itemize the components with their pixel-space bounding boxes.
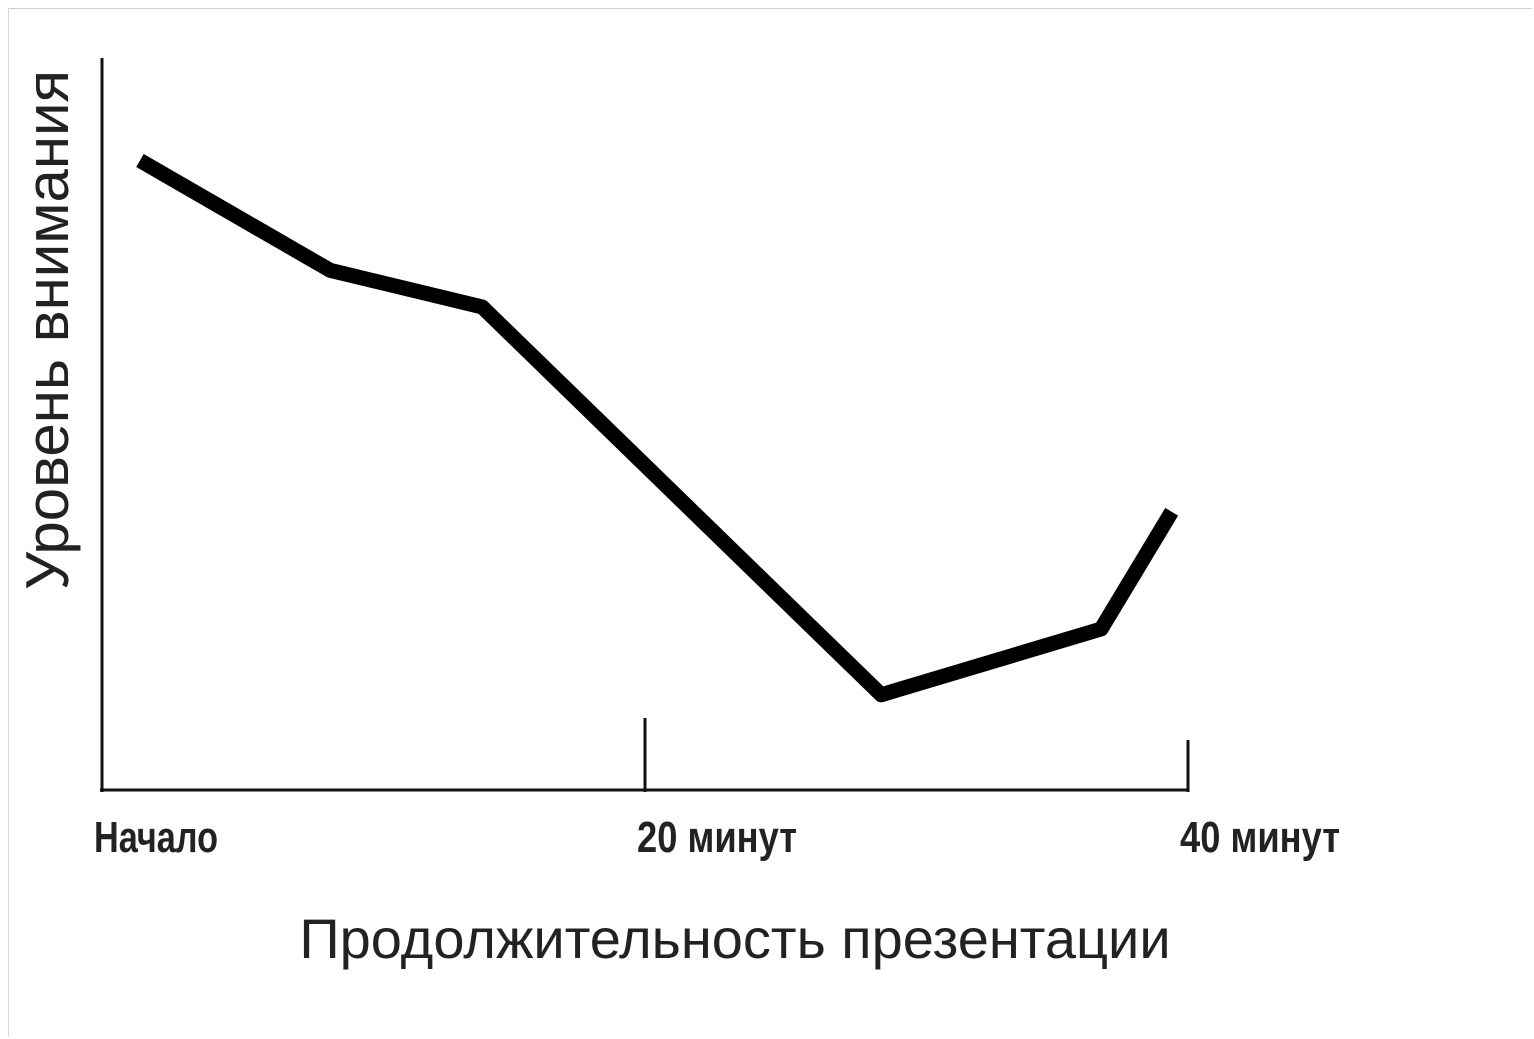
y-axis-title: Уровень внимания <box>14 70 81 590</box>
x-tick-label: Начало <box>94 813 218 862</box>
x-tick-label: 20 минут <box>637 813 797 862</box>
x-tick-label: 40 минут <box>1180 813 1340 862</box>
attention-series-line <box>140 161 1172 695</box>
x-axis-title: Продолжительность презентации <box>299 907 1170 970</box>
